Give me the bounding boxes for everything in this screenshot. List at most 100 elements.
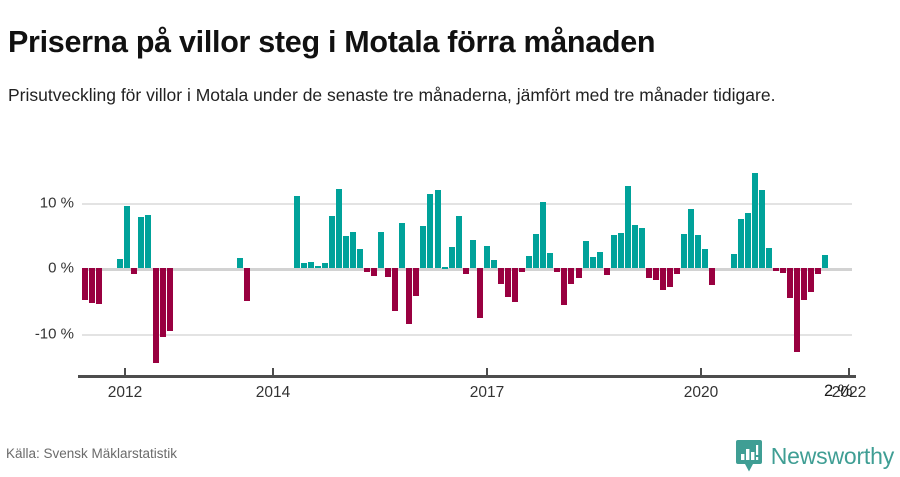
bar (434, 189, 441, 269)
bar (808, 268, 815, 293)
bar (117, 259, 124, 269)
bar (589, 257, 596, 269)
bar (653, 268, 660, 280)
bar (300, 263, 307, 269)
bar (124, 205, 131, 269)
bar (82, 268, 88, 300)
bar (617, 233, 624, 269)
bar (512, 268, 519, 302)
bar (695, 235, 702, 269)
x-tick-label: 2012 (107, 384, 143, 401)
gridline--10 (82, 333, 852, 336)
bar (737, 218, 744, 269)
bar (476, 268, 483, 318)
x-tick (700, 368, 702, 376)
bar (328, 216, 335, 269)
source-note: Källa: Svensk Mäklarstatistik (6, 446, 178, 461)
gridline-10 (82, 202, 852, 205)
bar (427, 194, 434, 269)
y-tick-label: 0 % (48, 259, 74, 277)
bar (335, 188, 342, 269)
bar (314, 266, 321, 269)
x-tick-label: 2014 (255, 384, 291, 401)
bar (765, 248, 772, 269)
bar (244, 268, 251, 301)
bar (307, 261, 314, 269)
bar (533, 234, 540, 269)
bar (554, 268, 561, 272)
bar (356, 248, 363, 269)
bar (631, 225, 638, 269)
bar (638, 227, 645, 269)
brand-name: Newsworthy (770, 442, 894, 469)
bar (89, 268, 96, 303)
x-tick (848, 368, 850, 376)
bar (145, 214, 152, 269)
x-tick (272, 368, 274, 376)
bar (596, 252, 603, 269)
bar (505, 268, 511, 298)
bar (709, 268, 716, 285)
bar (660, 268, 667, 291)
bar (646, 268, 652, 279)
bar (237, 257, 244, 269)
bar (497, 268, 504, 285)
bar (744, 212, 751, 269)
bar (526, 256, 533, 269)
bar (462, 268, 469, 275)
bar (667, 268, 674, 288)
x-tick-label: 2020 (683, 384, 719, 401)
bar (159, 268, 166, 337)
bar (758, 189, 765, 269)
bar-chart-pin-icon (735, 440, 762, 472)
plot-area (82, 173, 852, 370)
bar (349, 231, 356, 269)
bar (392, 268, 399, 312)
bar (399, 222, 406, 269)
bar (364, 268, 370, 273)
x-tick-label: 2017 (469, 384, 505, 401)
bar (751, 173, 758, 269)
bar (131, 268, 138, 274)
bar (787, 268, 793, 298)
bar (815, 268, 822, 275)
bar (582, 240, 589, 269)
bar (519, 268, 526, 273)
page-subtitle: Prisutveckling för villor i Motala under… (8, 84, 776, 105)
bar (794, 268, 801, 353)
bar (166, 268, 173, 331)
bar (138, 216, 145, 269)
bar (568, 268, 575, 284)
bar (801, 268, 808, 300)
page-title: Priserna på villor steg i Motala förra m… (8, 25, 656, 60)
bar (469, 240, 476, 269)
bar (321, 263, 328, 269)
bar (610, 235, 617, 269)
x-tick-label: 2022 (831, 384, 867, 401)
bar (293, 195, 300, 269)
y-tick-label: -10 % (34, 325, 74, 343)
bar (575, 268, 582, 279)
bar (540, 202, 547, 269)
bar (547, 253, 554, 269)
bar-series (82, 173, 852, 370)
bar (420, 225, 427, 269)
x-tick (124, 368, 126, 376)
y-tick-label: 10 % (39, 194, 74, 212)
bar (448, 247, 455, 269)
x-axis-line (78, 375, 856, 378)
bar (483, 246, 490, 269)
bar (406, 268, 413, 325)
bar (674, 268, 681, 275)
bar (772, 268, 779, 272)
bar (385, 268, 392, 277)
bar (152, 268, 159, 363)
bar (681, 233, 688, 269)
bar (96, 268, 103, 304)
bar (779, 268, 786, 274)
bar (624, 185, 631, 269)
bar (413, 268, 420, 296)
bar-chart: 10 % 0 % -10 % 2012 2014 2017 2020 2022 2 % (0, 160, 900, 420)
bar (561, 268, 568, 306)
bar (342, 236, 349, 269)
